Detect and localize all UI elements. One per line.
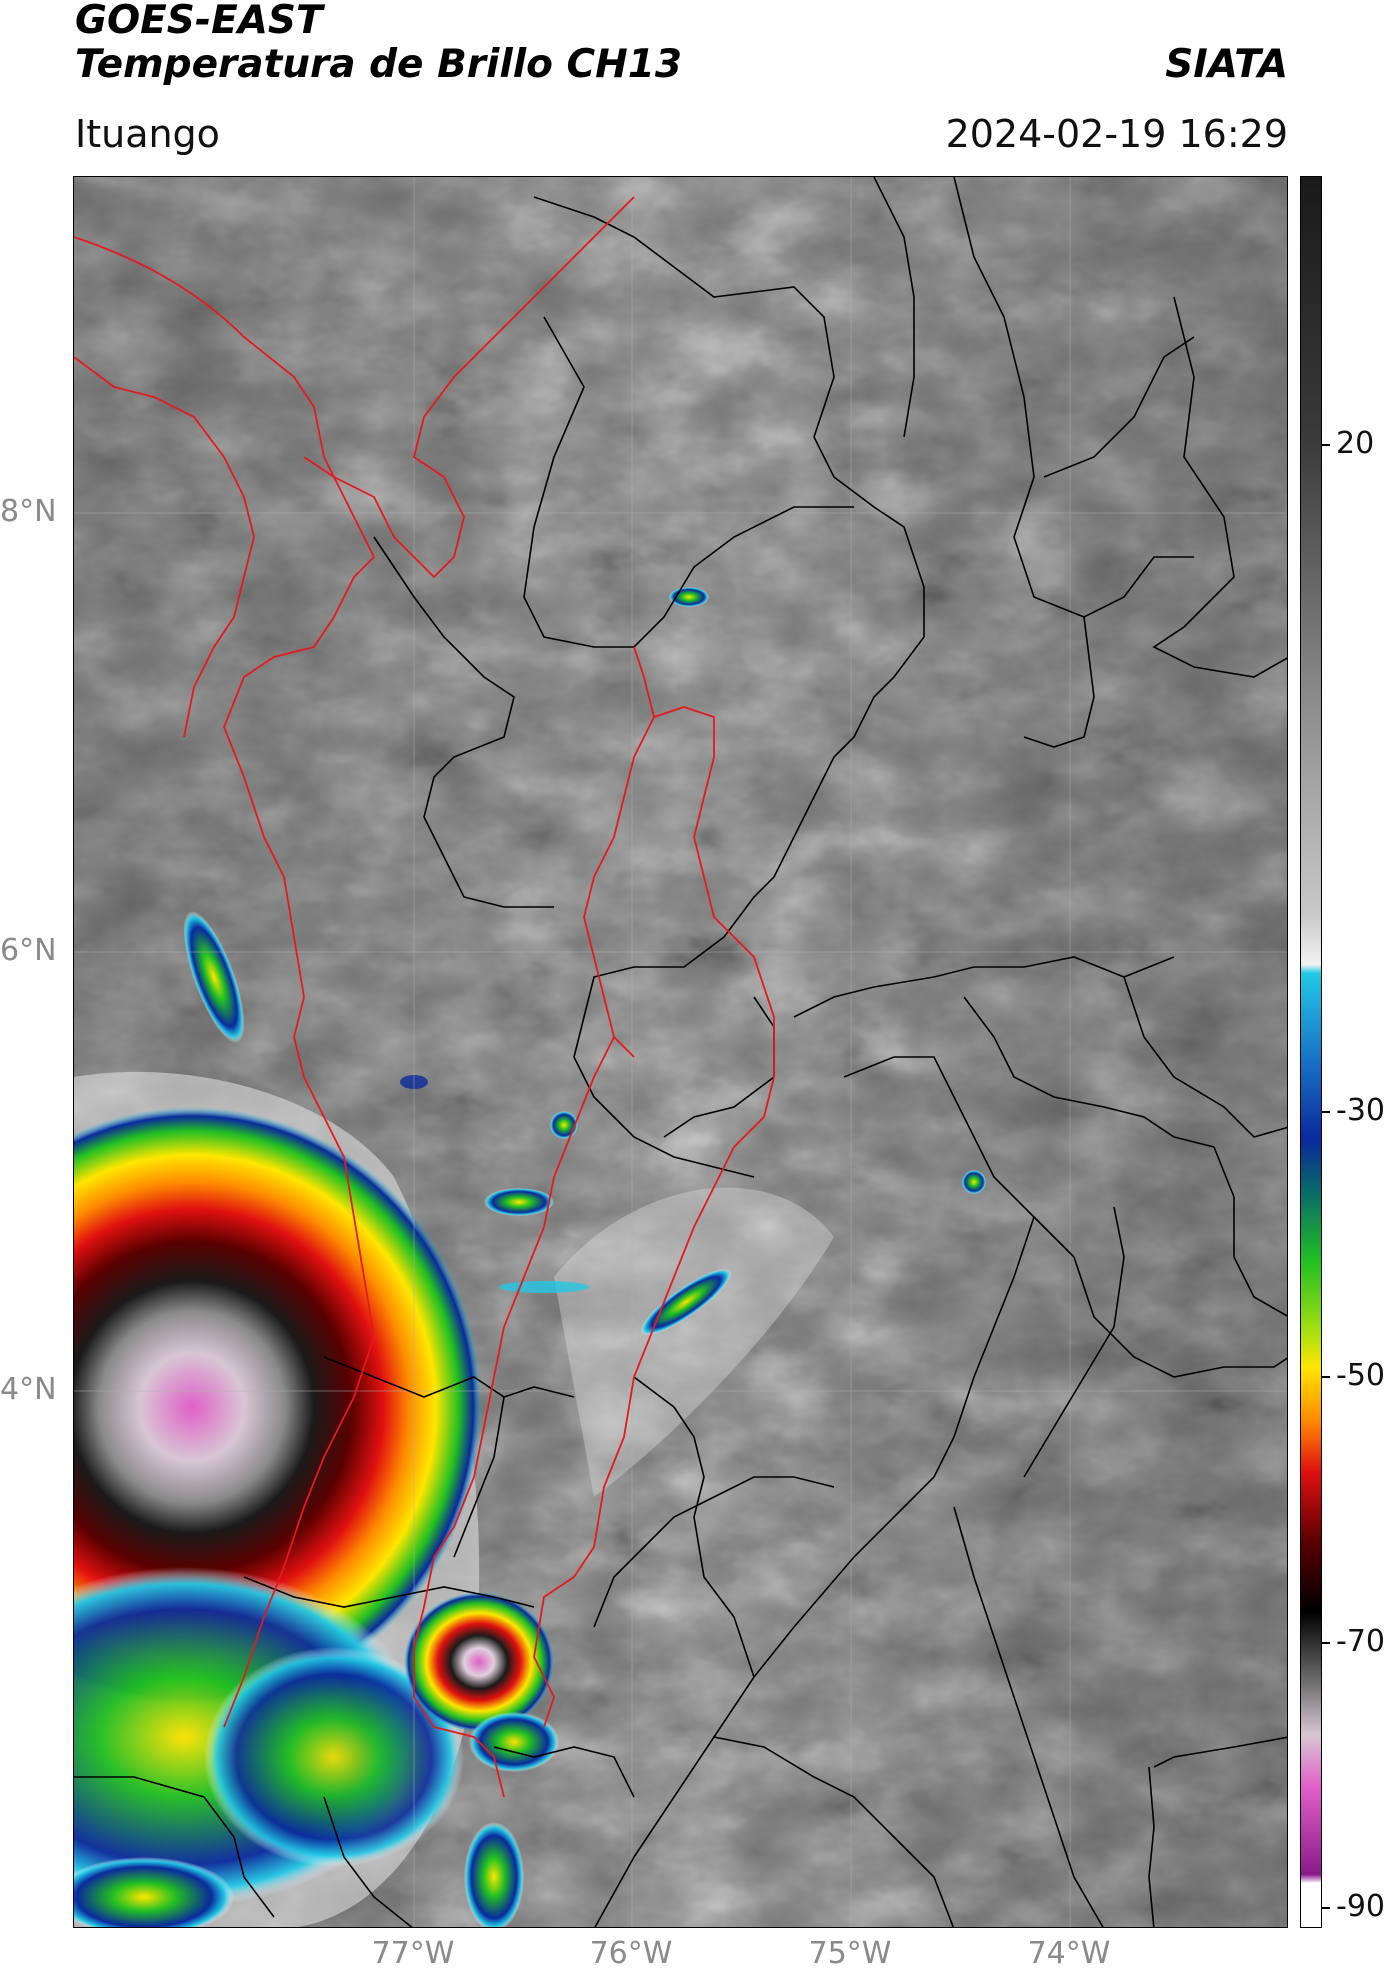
- department-borders: [74, 177, 1287, 1927]
- colorbar-tick-minus50: [1322, 1376, 1330, 1378]
- temperature-colorbar: [1300, 176, 1322, 1928]
- lon-label-76w: 76°W: [589, 1936, 673, 1971]
- storm-cell-south: [204, 1647, 464, 1867]
- lat-label-6n: 6°N: [0, 933, 57, 968]
- cold-spot-b: [550, 1111, 578, 1139]
- datetime-label: 2024-02-19 16:29: [945, 112, 1288, 156]
- lon-label-74w: 74°W: [1027, 1936, 1111, 1971]
- location-label: Ituango: [75, 112, 220, 156]
- cold-spot-east: [962, 1170, 986, 1194]
- colorbar-label-minus70: -70: [1336, 1624, 1384, 1659]
- colorbar-tick-20: [1322, 444, 1330, 446]
- colorbar-tick-minus90: [1322, 1907, 1330, 1909]
- colorbar-tick-minus30: [1322, 1111, 1330, 1113]
- lon-label-75w: 75°W: [808, 1936, 892, 1971]
- title-line-2: Temperatura de Brillo CH13: [75, 42, 683, 87]
- storm-cell-small: [404, 1592, 554, 1732]
- map-canvas: [74, 177, 1287, 1927]
- storm-cell-bottom-left: [74, 1857, 234, 1927]
- satellite-map: [73, 176, 1288, 1928]
- colorbar-label-minus30: -30: [1336, 1093, 1384, 1128]
- storm-cell-bottom: [464, 1822, 524, 1927]
- lat-label-4n: 4°N: [0, 1372, 57, 1407]
- cold-spot-west: [183, 910, 245, 1044]
- colorbar-label-20: 20: [1336, 426, 1375, 461]
- org-label: SIATA: [1165, 42, 1288, 87]
- colorbar-label-minus50: -50: [1336, 1358, 1384, 1393]
- lon-label-77w: 77°W: [371, 1936, 455, 1971]
- cloud-band-center: [554, 1187, 834, 1497]
- highlight-borders: [74, 196, 775, 1798]
- storm-cell-large: [74, 1107, 482, 1707]
- colorbar-tick-minus70: [1322, 1642, 1330, 1644]
- title-line-1: GOES-EAST: [75, 0, 323, 43]
- cold-spot-d: [499, 1281, 589, 1293]
- grid-lines: [74, 177, 1287, 1927]
- colorbar-label-minus90: -90: [1336, 1889, 1384, 1924]
- lat-label-8n: 8°N: [0, 494, 57, 529]
- cold-spot-a: [484, 1188, 554, 1216]
- cold-spot-north: [669, 587, 709, 607]
- cold-spot-center: [640, 1268, 732, 1336]
